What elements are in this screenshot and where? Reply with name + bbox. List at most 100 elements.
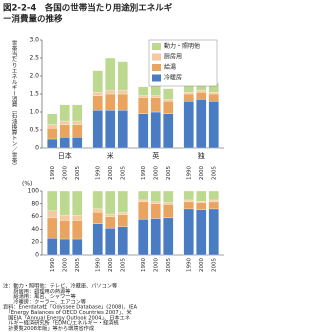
x-tick-label: 1990 [186,166,192,180]
y-tick-label: 40 [31,226,39,233]
y-tick-label: 80 [31,200,39,207]
legend-label: 厨房用 [164,53,182,61]
bar-segment [105,93,116,111]
bar-segment [196,201,207,203]
bar-segment [47,124,58,129]
bar-segment [183,208,194,256]
bar-segment [117,110,128,149]
y-tick-label: 3.0 [29,37,39,44]
x-tick-label: 2005 [75,166,81,180]
x-tick-label: 2005 [166,258,172,272]
bar-segment [138,113,149,149]
y-tick-label: 20 [31,239,39,246]
y-tick-label: 1.5 [29,91,39,98]
bar-segment [72,137,83,149]
bar-segment [47,138,58,149]
note: 注：動力・照明他：テレビ、冷蔵庫、パソコン等 [3,282,117,290]
bar-segment [47,190,58,211]
bar-segment [47,217,58,239]
bar-segment [163,88,174,100]
bar-segment [105,110,116,149]
chart-title: 図2-2-4 各国の世帯当たり用途別エネルギ [3,3,173,14]
bar-segment [105,57,116,91]
bar-segment [105,216,116,229]
bar-segment [117,93,128,111]
group-label: 日本 [58,151,72,160]
x-tick-label: 2005 [75,258,81,272]
x-tick-label: 1990 [186,258,192,272]
x-tick-label: 2000 [62,258,68,272]
note: 冷暖房：クーラー、エアコン等 [3,297,86,305]
bar-segment [163,101,174,114]
bar-segment [138,86,149,96]
legend-swatch [152,64,161,71]
bar-segment [59,220,70,240]
bar-segment [47,210,58,219]
bar-segment [92,208,103,213]
bar-segment [92,211,103,224]
bar-segment [208,93,219,102]
bar-segment [105,190,116,215]
bar-segment [117,226,128,256]
x-tick-label: 2005 [166,166,172,180]
bar-segment [208,201,219,210]
bar-segment [150,95,161,98]
bar-segment [117,214,128,227]
bar-segment [72,124,83,138]
bar-segment [196,90,207,93]
bar-segment [208,92,219,95]
y-axis-label: 世帯当たりエネルギー消費（石油換算トン／世帯） [11,39,18,169]
bar-segment [163,202,174,205]
legend-label: 給湯 [164,63,176,71]
x-tick-label: 1990 [141,258,147,272]
x-tick-label: 1990 [95,166,101,180]
bar-segment [138,199,149,203]
y-tick-label: 0.5 [29,127,39,134]
bar-segment [150,97,161,113]
bar-segment [92,190,103,210]
bar-segment [59,124,70,138]
bar-segment [47,113,58,125]
legend-swatch [152,43,161,50]
bar-segment [105,90,116,95]
bar-segment [92,95,103,111]
note: 厨房用：調理用の熱源等 [3,287,70,295]
bar-segment [72,190,83,216]
bar-segment [117,190,128,213]
x-tick-label: 2000 [153,258,159,272]
bar-segment [150,201,161,204]
bar-segment [183,199,194,203]
legend-label: 動力・照明他 [164,42,200,50]
x-tick-label: 2005 [120,166,126,180]
bar-segment [138,97,149,114]
bar-segment [105,213,116,217]
bar-segment [208,101,219,149]
bar-segment [150,218,161,256]
bar-segment [59,190,70,216]
legend-swatch [152,74,161,82]
bar-segment [183,92,194,95]
x-tick-label: 1990 [50,166,56,180]
bar-segment [208,190,219,201]
x-tick-label: 2000 [108,166,114,180]
chart: 図2-2-4 各国の世帯当たり用途別エネルギー消費量の推移注：動力・照明他：テレ… [3,3,224,332]
bar-segment [92,70,103,93]
legend-swatch [152,53,161,61]
bar-segment [150,111,161,149]
bar-segment [150,190,161,203]
bar-segment [196,190,207,202]
x-tick-label: 1990 [141,166,147,180]
y-axis-label: (%) [22,181,32,188]
bar-segment [183,190,194,201]
bar-segment [150,203,161,219]
x-tick-label: 2000 [199,258,205,272]
bar-segment [92,110,103,149]
bar-segment [47,238,58,256]
bar-segment [72,220,83,240]
group-label: 英 [152,151,159,160]
bar-segment [59,120,70,125]
bar-segment [138,201,149,220]
legend-label: 冷暖房 [164,74,182,82]
bar-segment [163,204,174,219]
